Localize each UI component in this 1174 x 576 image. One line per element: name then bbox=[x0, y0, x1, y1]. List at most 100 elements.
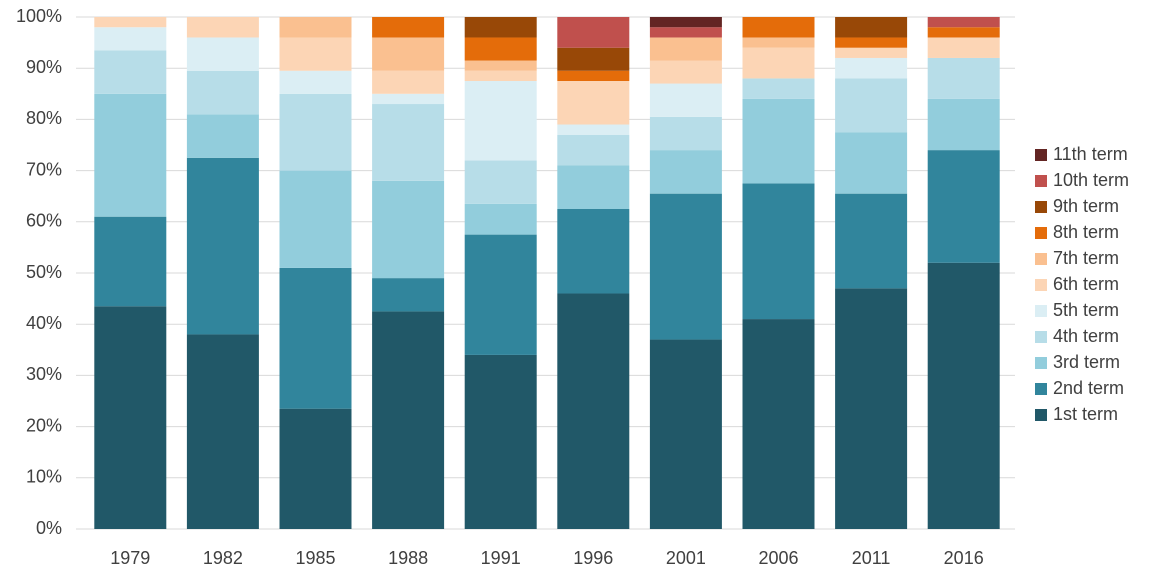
bar-segment bbox=[835, 17, 908, 38]
bar-segment bbox=[372, 37, 445, 71]
legend-swatch bbox=[1035, 279, 1047, 291]
legend-swatch bbox=[1035, 201, 1047, 213]
bar-segment bbox=[94, 93, 167, 217]
legend-swatch bbox=[1035, 149, 1047, 161]
legend-swatch bbox=[1035, 253, 1047, 265]
bar-segment bbox=[835, 78, 908, 133]
legend-swatch bbox=[1035, 357, 1047, 369]
bar-segment bbox=[649, 193, 722, 340]
bar-segment bbox=[557, 124, 630, 135]
bar-segment bbox=[927, 262, 1000, 529]
legend-label: 1st term bbox=[1053, 404, 1118, 424]
bar-segment bbox=[557, 70, 630, 81]
bar-segment bbox=[927, 17, 1000, 28]
bar-segment bbox=[649, 83, 722, 117]
bar-segment bbox=[835, 193, 908, 289]
bar-segment bbox=[372, 70, 445, 94]
bar-segment bbox=[557, 17, 630, 48]
x-tick-label: 2011 bbox=[852, 548, 891, 568]
x-tick-label: 1982 bbox=[203, 548, 243, 568]
bar-segment bbox=[464, 70, 537, 81]
bar-segment bbox=[464, 17, 537, 38]
bar-segment bbox=[464, 354, 537, 529]
bar-segment bbox=[186, 17, 259, 38]
bar-segment bbox=[835, 47, 908, 58]
bar-segment bbox=[464, 234, 537, 355]
bar-segment bbox=[186, 70, 259, 115]
bar-segment bbox=[372, 93, 445, 105]
bar-segment bbox=[186, 334, 259, 529]
bar-segment bbox=[742, 17, 815, 38]
bar-segment bbox=[372, 311, 445, 529]
bar-segment bbox=[279, 408, 352, 529]
legend-label: 8th term bbox=[1053, 222, 1119, 242]
bar-segment bbox=[94, 216, 167, 307]
x-tick-label: 2016 bbox=[944, 548, 984, 568]
bar-segment bbox=[94, 306, 167, 529]
bar-segment bbox=[186, 114, 259, 158]
bar-segment bbox=[279, 17, 352, 38]
y-tick-label: 30% bbox=[26, 364, 62, 384]
bar-segment bbox=[464, 81, 537, 161]
bar-segment bbox=[835, 37, 908, 48]
bar-segment bbox=[279, 267, 352, 409]
bar-segment bbox=[649, 37, 722, 61]
bar-segment bbox=[742, 78, 815, 99]
legend-swatch bbox=[1035, 409, 1047, 421]
bar-segment bbox=[372, 278, 445, 312]
legend-label: 2nd term bbox=[1053, 378, 1124, 398]
bar-segment bbox=[94, 27, 167, 51]
legend-swatch bbox=[1035, 305, 1047, 317]
bar-segment bbox=[927, 98, 1000, 151]
legend-label: 6th term bbox=[1053, 274, 1119, 294]
bar-segment bbox=[649, 60, 722, 84]
bar-segment bbox=[279, 170, 352, 268]
x-tick-label: 1988 bbox=[388, 548, 428, 568]
bar-segment bbox=[186, 37, 259, 71]
y-tick-label: 60% bbox=[26, 211, 62, 231]
bar-segment bbox=[742, 183, 815, 320]
x-tick-label: 1985 bbox=[295, 548, 335, 568]
bar-segment bbox=[186, 157, 259, 335]
bar-segment bbox=[557, 209, 630, 294]
legend-label: 5th term bbox=[1053, 300, 1119, 320]
bar-segment bbox=[835, 132, 908, 194]
y-tick-label: 50% bbox=[26, 262, 62, 282]
bar-segment bbox=[464, 160, 537, 204]
bar-segment bbox=[742, 98, 815, 184]
legend-label: 10th term bbox=[1053, 170, 1129, 190]
bar-segment bbox=[557, 165, 630, 209]
bar-segment bbox=[279, 70, 352, 94]
y-tick-label: 0% bbox=[36, 518, 62, 538]
y-tick-label: 20% bbox=[26, 415, 62, 435]
bar-segment bbox=[557, 47, 630, 71]
bar-segment bbox=[927, 27, 1000, 38]
x-tick-label: 1996 bbox=[573, 548, 613, 568]
bar-segment bbox=[94, 17, 167, 28]
legend-swatch bbox=[1035, 331, 1047, 343]
bar-segment bbox=[372, 17, 445, 38]
bar-segment bbox=[835, 288, 908, 529]
bar-segment bbox=[279, 37, 352, 71]
bar-segment bbox=[742, 319, 815, 529]
bar-segment bbox=[742, 47, 815, 79]
bar-segment bbox=[649, 150, 722, 194]
x-tick-label: 1979 bbox=[110, 548, 150, 568]
legend-label: 3rd term bbox=[1053, 352, 1120, 372]
legend-label: 4th term bbox=[1053, 326, 1119, 346]
bar-segment bbox=[927, 37, 1000, 58]
bar-segment bbox=[279, 93, 352, 171]
x-tick-label: 2001 bbox=[666, 548, 706, 568]
bar-segment bbox=[94, 50, 167, 94]
bar-segment bbox=[649, 17, 722, 28]
bar-segment bbox=[835, 57, 908, 79]
bar-segment bbox=[557, 81, 630, 125]
bar-segment bbox=[557, 293, 630, 529]
bar-segment bbox=[649, 339, 722, 529]
y-tick-label: 80% bbox=[26, 108, 62, 128]
legend-swatch bbox=[1035, 383, 1047, 395]
x-tick-label: 2006 bbox=[758, 548, 798, 568]
bar-segment bbox=[927, 57, 1000, 99]
legend-label: 7th term bbox=[1053, 248, 1119, 268]
